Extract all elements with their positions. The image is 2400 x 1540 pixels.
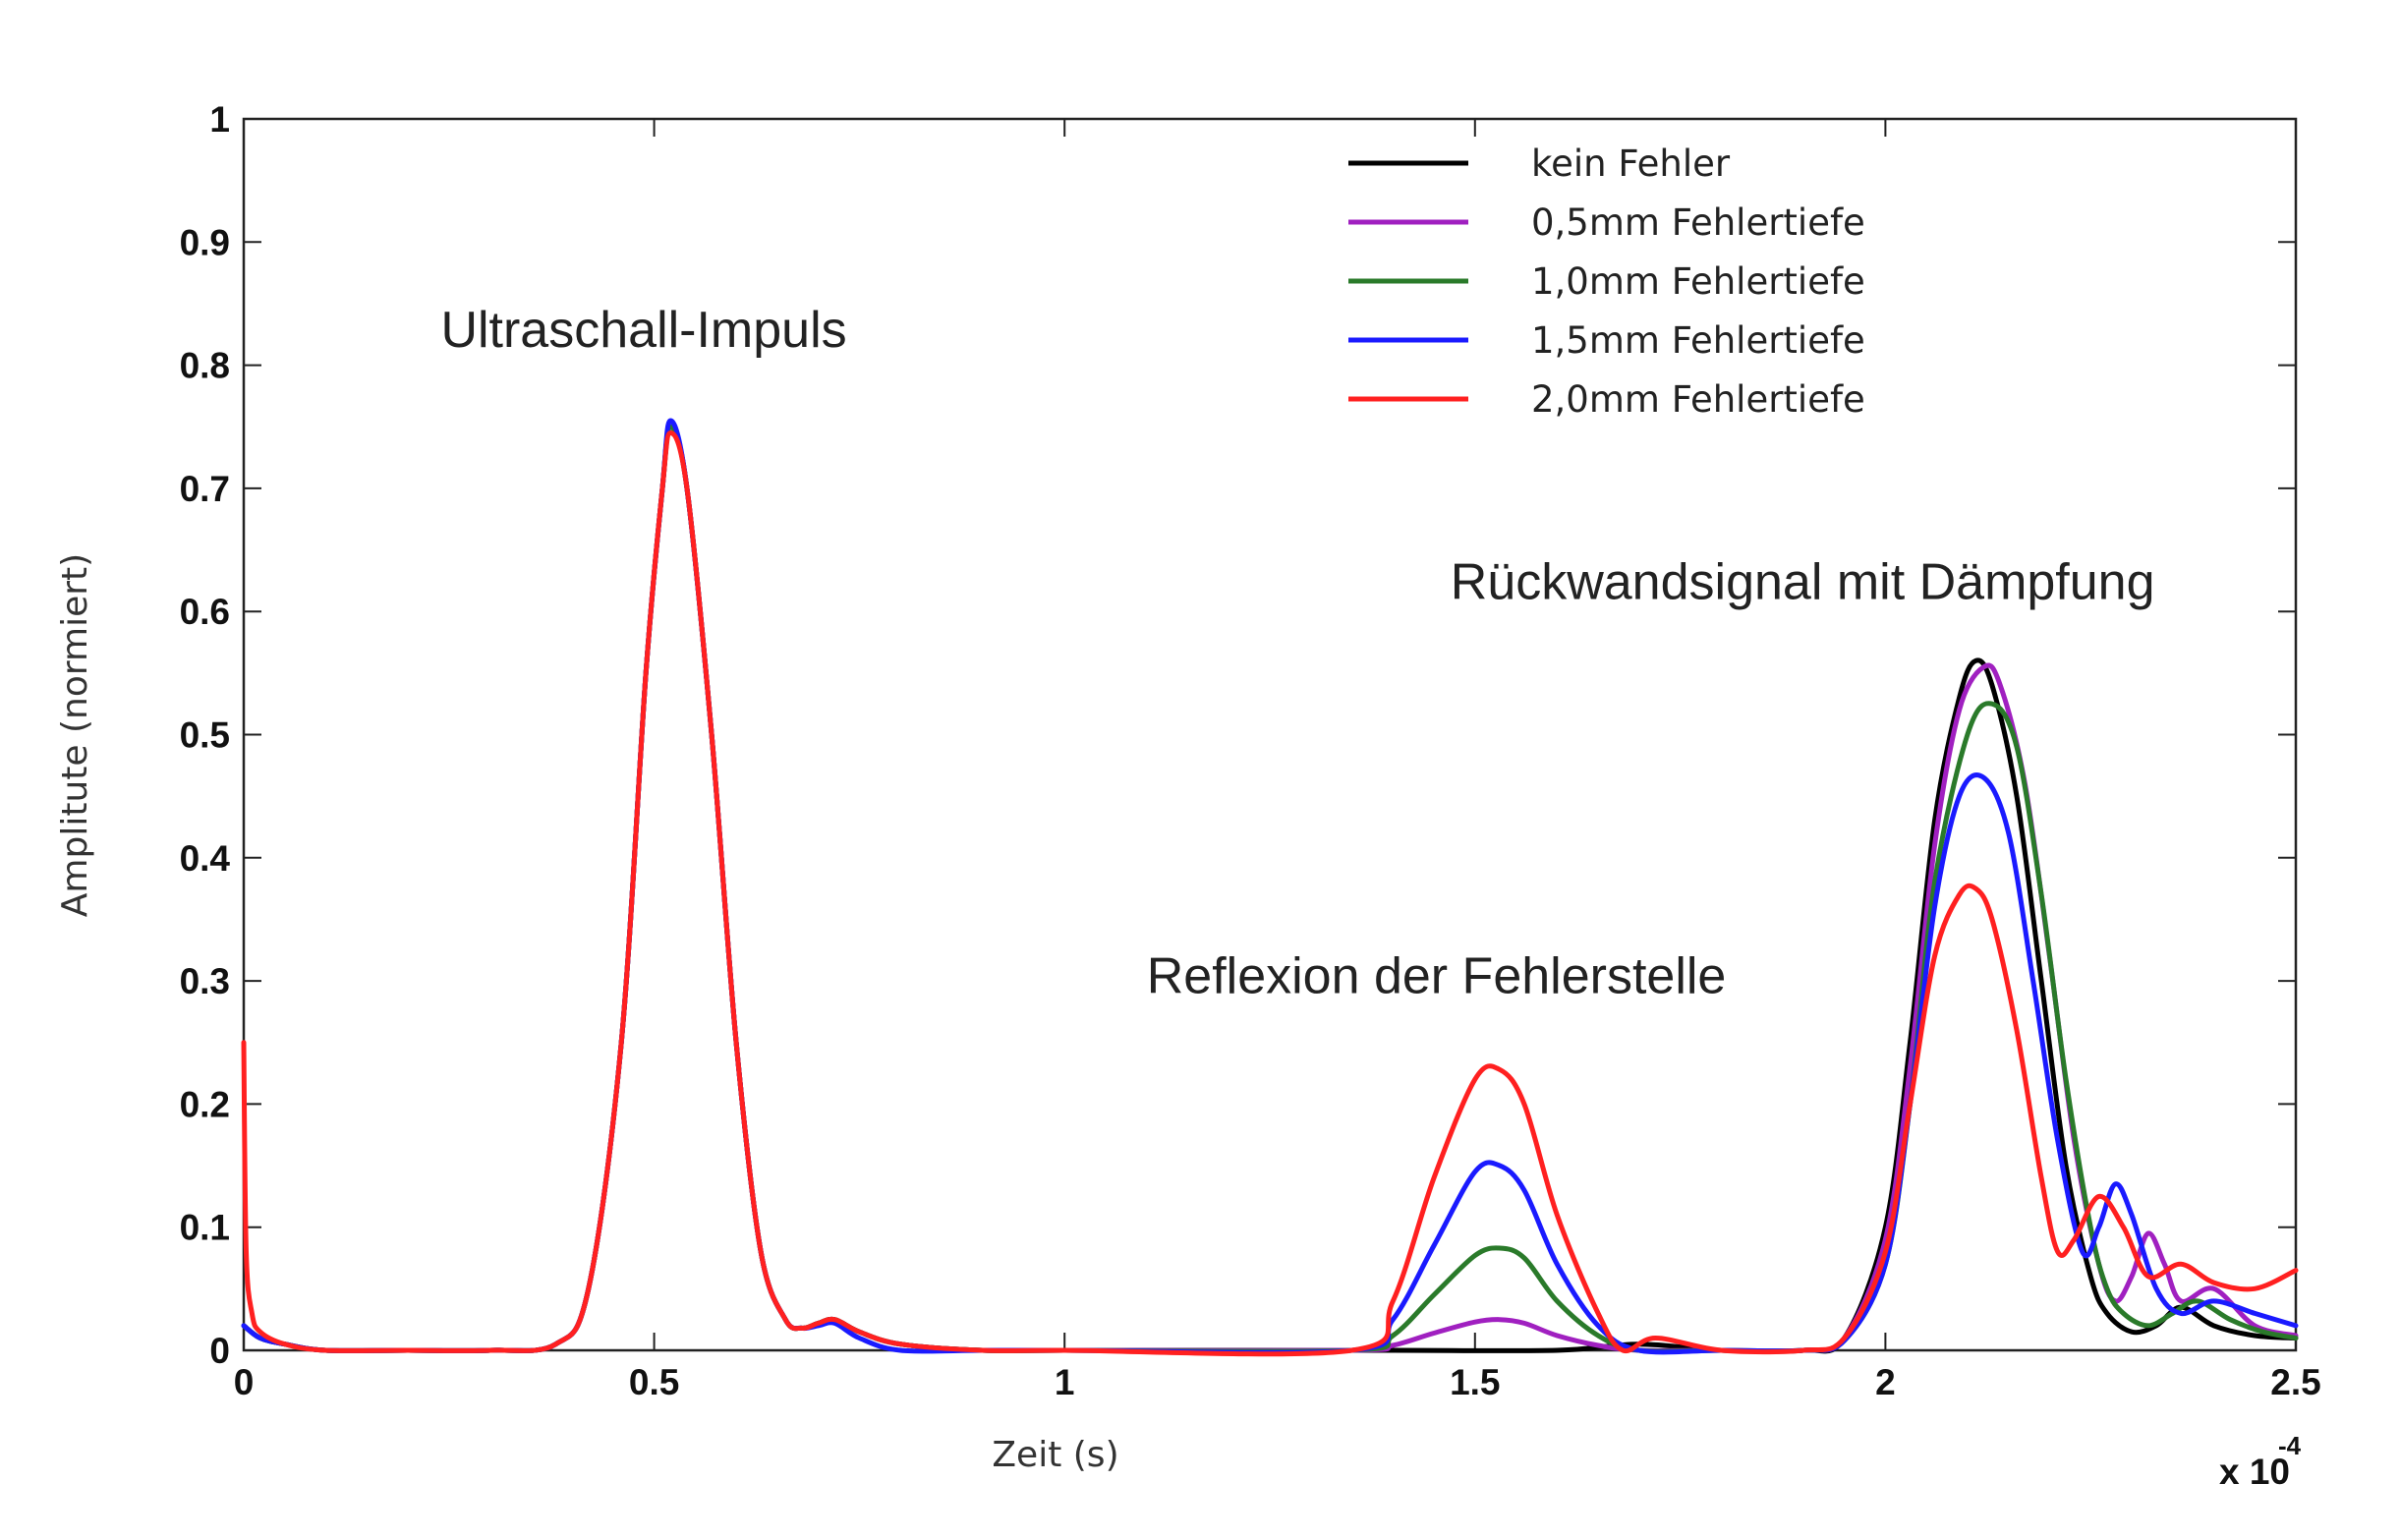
chart-annotation: Ultraschall-Impuls (440, 302, 846, 359)
annotations: Ultraschall-Impuls Reflexion der Fehlerst… (440, 302, 2154, 1005)
y-tick-label: 0.3 (180, 961, 230, 1001)
y-axis-title: Amplitute (normiert) (55, 553, 95, 917)
legend-label: 2,0mm Fehlertiefe (1531, 378, 1865, 421)
chart-annotation: Reflexion der Fehlerstelle (1147, 948, 1727, 1005)
x-tick-label: 1.5 (1450, 1362, 1500, 1402)
legend-label: 1,5mm Fehlertiefe (1531, 319, 1865, 362)
x-tick-label: 2 (1875, 1362, 1896, 1402)
x-tick-label: 0 (234, 1362, 255, 1402)
x-tick-label: 0.5 (629, 1362, 679, 1402)
y-tick-label: 0.2 (180, 1084, 230, 1124)
legend-label: kein Fehler (1531, 143, 1731, 185)
y-tick-label: 0.5 (180, 715, 230, 756)
x-tick-label: 1 (1055, 1362, 1075, 1402)
y-tick-label: 0.6 (180, 592, 230, 632)
y-tick-label: 0.4 (180, 838, 231, 879)
x-tick-label: 2.5 (2270, 1362, 2320, 1402)
y-tick-label: 0.8 (180, 346, 230, 386)
legend: kein Fehler 0,5mm Fehlertiefe 1,0mm Fehler… (1348, 143, 1865, 421)
series-line-4 (241, 430, 2299, 1357)
y-tick-label: 1 (209, 99, 230, 140)
series-layer (241, 418, 2299, 1357)
x-axis-title: Zeit (s) (992, 1435, 1118, 1475)
chart-annotation: Rückwandsignal mit Dämpfung (1451, 554, 2155, 611)
y-tick-label: 0.9 (180, 222, 230, 262)
axis-ticks: 0 0.1 0.2 0.3 0.4 0.5 0.6 0.7 0.8 0.9 1 0 0.5 1 1.5 2 2.… (180, 99, 2321, 1402)
y-tick-label: 0.1 (180, 1208, 230, 1248)
y-tick-label: 0 (209, 1331, 230, 1371)
x-exponent-label: x 10 (2219, 1452, 2290, 1492)
x-exponent-power: -4 (2278, 1431, 2302, 1460)
y-tick-label: 0.7 (180, 469, 230, 509)
legend-label: 0,5mm Fehlertiefe (1531, 201, 1865, 244)
legend-label: 1,0mm Fehlertiefe (1531, 260, 1865, 303)
